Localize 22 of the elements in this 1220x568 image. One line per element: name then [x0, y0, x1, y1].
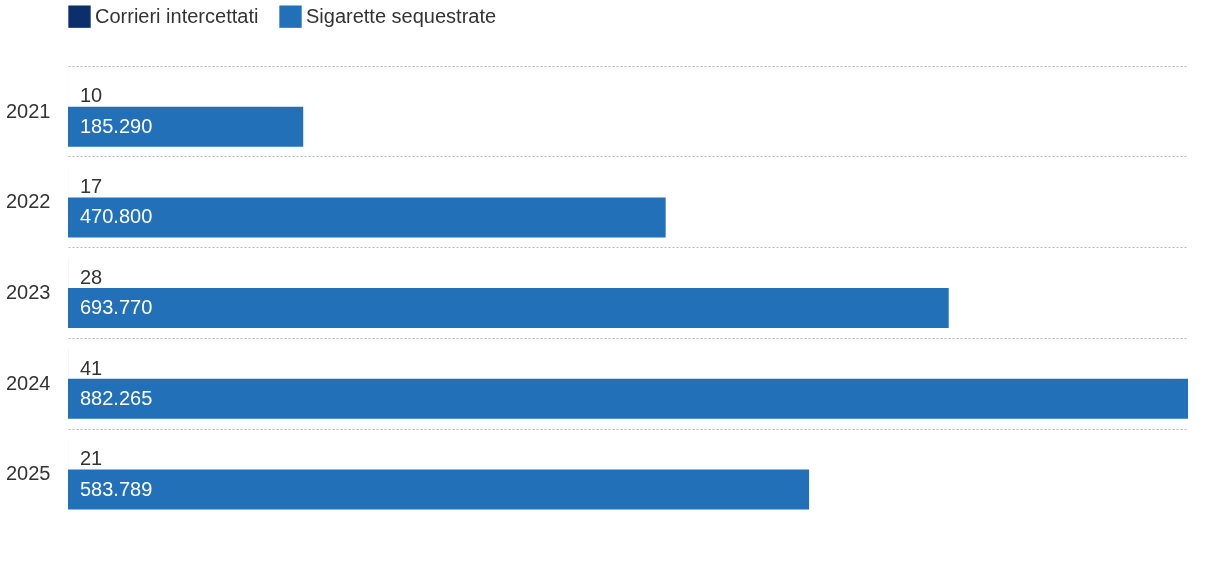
data-label: 41	[80, 356, 103, 379]
y-tick-label: 2024	[6, 371, 51, 394]
bar	[68, 288, 949, 329]
data-label: 583.789	[80, 477, 153, 500]
bar	[68, 197, 666, 238]
data-label: 21	[80, 447, 103, 470]
legend-label: Corrieri intercettati	[95, 4, 259, 27]
bar	[68, 378, 1188, 419]
data-label: 470.800	[80, 205, 153, 228]
y-tick-label: 2021	[6, 99, 51, 122]
data-label: 28	[80, 265, 103, 288]
bar	[68, 469, 810, 510]
y-tick-label: 2022	[6, 190, 51, 213]
data-label: 882.265	[80, 386, 153, 409]
data-label: 10	[80, 84, 103, 107]
legend-label: Sigarette sequestrate	[306, 4, 497, 27]
data-label: 693.770	[80, 296, 153, 319]
bar	[68, 106, 304, 147]
data-label: 17	[80, 175, 103, 198]
data-label: 185.290	[80, 114, 153, 137]
y-tick-label: 2025	[6, 462, 51, 485]
y-tick-label: 2023	[6, 281, 51, 303]
